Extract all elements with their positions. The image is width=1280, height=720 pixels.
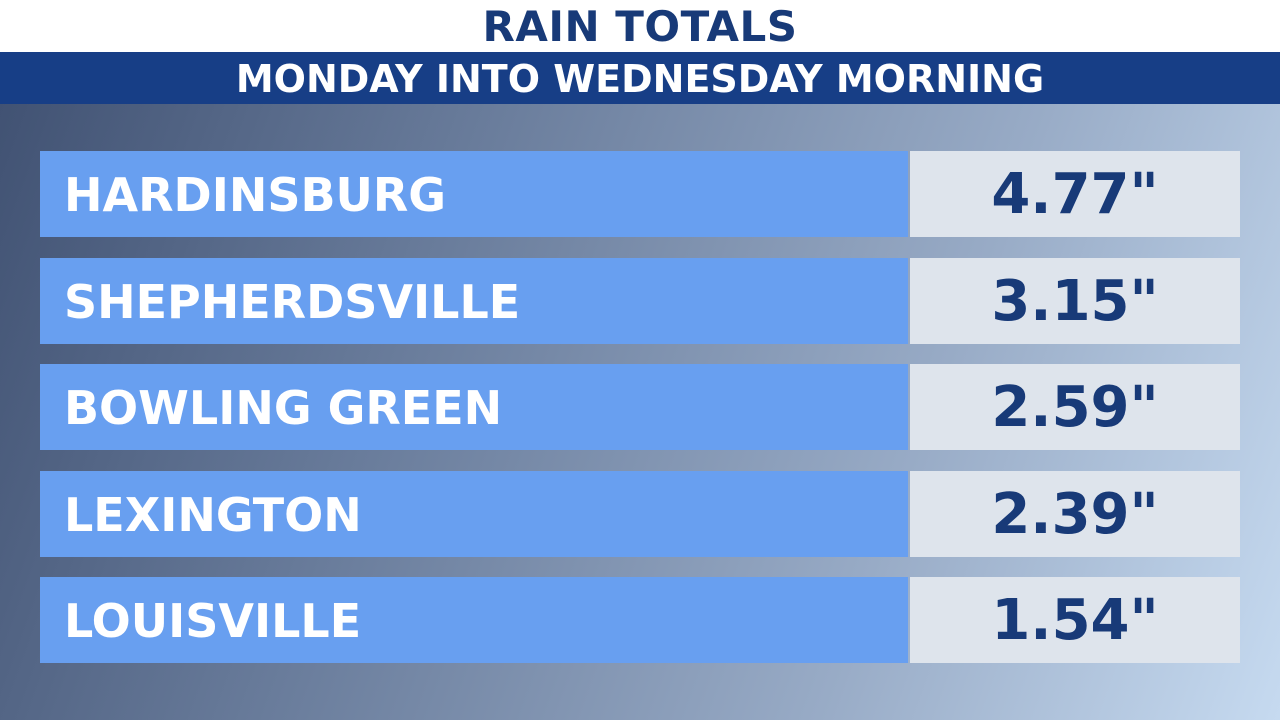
table-row: LOUISVILLE 1.54" <box>40 577 1240 663</box>
location: LEXINGTON <box>40 470 908 557</box>
location: HARDINSBURG <box>40 151 908 237</box>
location: LOUISVILLE <box>40 577 908 663</box>
rain-total: 3.15" <box>910 257 1240 344</box>
title-bar: RAIN TOTALS <box>0 0 1280 52</box>
location: SHEPHERDSVILLE <box>40 257 908 344</box>
table-row: BOWLING GREEN 2.59" <box>40 364 1240 450</box>
title: RAIN TOTALS <box>482 2 798 51</box>
rain-total: 2.39" <box>910 470 1240 557</box>
subtitle: MONDAY INTO WEDNESDAY MORNING <box>0 52 1280 104</box>
table-row: SHEPHERDSVILLE 3.15" <box>40 257 1240 344</box>
rain-total: 4.77" <box>910 151 1240 237</box>
rain-total: 2.59" <box>910 364 1240 450</box>
table-row: HARDINSBURG 4.77" <box>40 151 1240 237</box>
table-row: LEXINGTON 2.39" <box>40 470 1240 557</box>
rain-total: 1.54" <box>910 577 1240 663</box>
location: BOWLING GREEN <box>40 364 908 450</box>
